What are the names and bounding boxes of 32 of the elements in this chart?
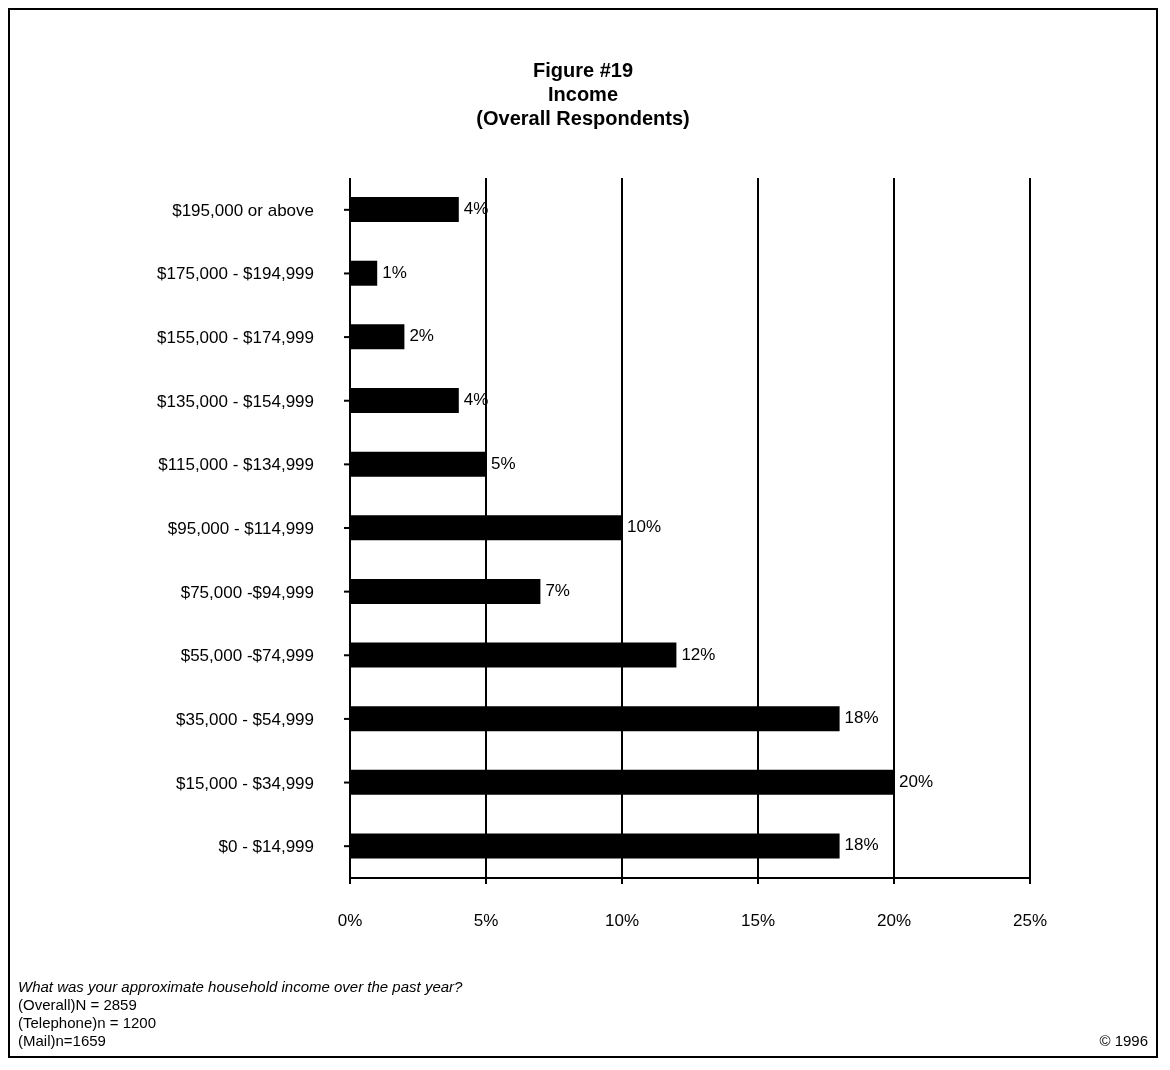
y-tick-label: $135,000 - $154,999 (157, 391, 314, 411)
x-tick-label: 20% (876, 911, 912, 931)
y-tick-label: $75,000 -$94,999 (180, 582, 314, 602)
data-label: 5% (491, 453, 516, 473)
data-label: 2% (409, 326, 434, 346)
x-tick-label: 15% (740, 911, 776, 931)
y-tick-label: $155,000 - $174,999 (157, 328, 314, 348)
text: (Telephone)n = 1200 (18, 1014, 158, 1032)
data-label: 18% (844, 835, 879, 855)
y-tick-label: $95,000 - $114,999 (167, 519, 314, 539)
data-label: 20% (899, 771, 934, 791)
y-tick-label: $55,000 -$74,999 (180, 646, 314, 666)
data-label: 7% (545, 580, 570, 600)
data-label: 12% (681, 644, 716, 664)
y-tick-label: $15,000 - $34,999 (175, 773, 314, 793)
x-tick-label: 0% (337, 911, 363, 931)
y-tick-label: $115,000 - $134,999 (158, 455, 314, 475)
x-tick-label: 25% (1012, 911, 1048, 931)
y-tick-label: $195,000 or above (172, 200, 314, 220)
chart-title: Figure #19 Income (Overall Respondents) (475, 58, 691, 131)
x-tick-label: 10% (604, 911, 640, 931)
y-tick-label: $0 - $14,999 (218, 837, 314, 857)
text: (Overall)N = 2859 (18, 996, 138, 1014)
x-tick-label: 5% (473, 911, 499, 931)
data-label: 1% (382, 262, 407, 282)
data-label: 18% (844, 708, 879, 728)
text: © 1996 (1099, 1032, 1148, 1050)
data-label: 10% (627, 517, 662, 537)
y-tick-label: $175,000 - $194,999 (157, 264, 314, 284)
y-tick-label: $35,000 - $54,999 (175, 709, 314, 729)
text: (Mail)n=1659 (18, 1032, 107, 1050)
text: What was your approximate household income over the past year? (18, 978, 463, 996)
